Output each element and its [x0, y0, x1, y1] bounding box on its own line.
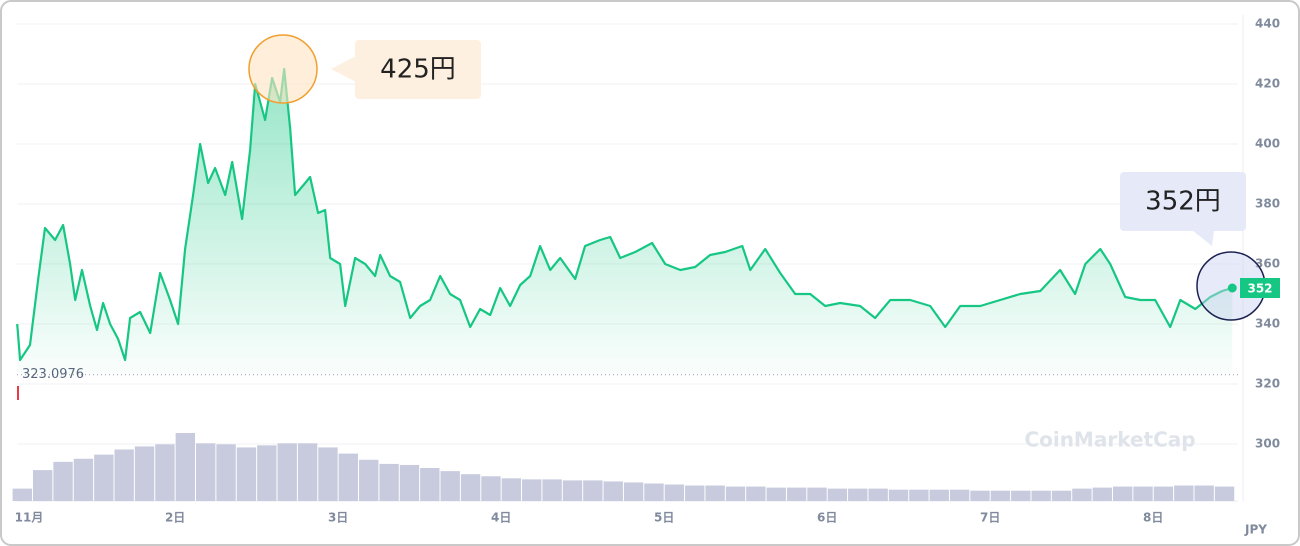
- y-tick-label: 400: [1255, 137, 1280, 151]
- volume-bar: [1011, 490, 1031, 501]
- volume-bar: [827, 488, 848, 501]
- pointer: [331, 56, 356, 82]
- volume-bar: [175, 433, 196, 501]
- volume-bar: [664, 484, 685, 501]
- price: 323.0976: [16, 67, 1238, 382]
- price-line: [16, 67, 1233, 362]
- volume-bar: [909, 489, 929, 501]
- volume-bar: [257, 445, 277, 501]
- volume-bar: [1194, 485, 1214, 501]
- unit-label: JPY: [1244, 523, 1267, 537]
- x-tick-label: 3日: [328, 511, 348, 525]
- price-tag: [1240, 278, 1280, 298]
- y-tick-label: 300: [1255, 437, 1280, 451]
- x-tick-label: 8日: [1143, 511, 1163, 525]
- volume-bar: [623, 482, 644, 501]
- volume-bar: [1092, 487, 1112, 501]
- volume-bar: [705, 485, 725, 501]
- volume-bar: [460, 474, 481, 501]
- volume-bar: [522, 479, 542, 501]
- volume-bar: [399, 464, 420, 501]
- volume-bar: [379, 463, 399, 501]
- volume-bar: [929, 489, 949, 501]
- x-tick-label: 4日: [491, 511, 511, 525]
- volume-bar: [1051, 490, 1072, 501]
- x-tick-label: 7日: [980, 511, 1000, 525]
- volume-bar: [888, 489, 909, 501]
- volume-bar: [786, 487, 807, 501]
- y-tick-label: 360: [1255, 257, 1280, 271]
- x-tick-label: 11月: [15, 511, 44, 525]
- volume-bar: [501, 478, 522, 501]
- volume-bar: [196, 443, 216, 501]
- volume-bar: [420, 468, 440, 501]
- volume-bar: [134, 446, 155, 501]
- y-tick-label: 320: [1255, 377, 1280, 391]
- x-tick-label: 6日: [817, 511, 837, 525]
- volume-bar: [277, 443, 297, 501]
- y-tick-label: 340: [1255, 317, 1280, 331]
- y-tick-label: 380: [1255, 197, 1280, 211]
- volume-bar: [970, 490, 990, 501]
- volume-bar: [603, 481, 623, 501]
- volume-bar: [114, 449, 134, 501]
- volume-bar: [1133, 486, 1153, 501]
- x-tick-label: 5日: [654, 511, 674, 525]
- volume-bar: [338, 453, 359, 501]
- area: [17, 69, 1233, 375]
- volume-bar: [848, 488, 868, 501]
- volume-bar: [297, 443, 318, 501]
- volume-bar: [318, 447, 338, 501]
- volume-bar: [644, 483, 664, 501]
- volume-bar: [12, 488, 32, 501]
- volume-bar: [807, 487, 827, 501]
- volume-bar: [155, 444, 175, 501]
- volume-bar: [868, 488, 888, 501]
- volume-bar: [949, 489, 970, 501]
- volume-bar: [1072, 488, 1092, 501]
- volume-bar: [583, 480, 603, 501]
- volume-bar: [725, 486, 746, 501]
- volume-bar: [562, 480, 583, 501]
- y-tick-label: 420: [1255, 77, 1280, 91]
- overlay: 425円 352円 352: [17, 34, 1280, 400]
- volume-bar: [685, 485, 705, 501]
- last-point: [1227, 283, 1237, 293]
- marker: [17, 386, 19, 400]
- callout-text: 352円: [1145, 187, 1221, 217]
- volume-bar: [1153, 486, 1174, 501]
- volume-bar: [1112, 486, 1133, 501]
- price-tag-label: 352: [1247, 282, 1272, 296]
- watermark: CoinMarketCap: [1024, 428, 1195, 452]
- callout-box: [355, 40, 481, 99]
- volume-bar: [359, 459, 379, 501]
- volume-bar: [766, 487, 786, 501]
- volume-bar: [1031, 490, 1051, 501]
- volume-bar: [216, 444, 236, 501]
- callout-box: [1120, 172, 1246, 231]
- volume-bar: [481, 476, 501, 501]
- highlight: [248, 34, 318, 104]
- callout-text: 425円: [380, 55, 456, 85]
- volume-bar: [94, 454, 114, 501]
- pointer: [1192, 230, 1214, 246]
- volume-bar: [32, 470, 53, 501]
- volume-bar: [1174, 485, 1194, 501]
- volume-bar: [236, 447, 257, 501]
- volume-bar: [1214, 486, 1235, 501]
- volume-bar: [990, 490, 1011, 501]
- volume: [12, 433, 1235, 501]
- y-tick-label: 440: [1255, 17, 1280, 31]
- volume-bar: [73, 458, 94, 501]
- volume-bar: [53, 461, 73, 501]
- x-tick-label: 2日: [165, 511, 185, 525]
- volume-bar: [542, 479, 562, 501]
- volume-bar: [440, 471, 460, 501]
- volume-bar: [746, 486, 766, 501]
